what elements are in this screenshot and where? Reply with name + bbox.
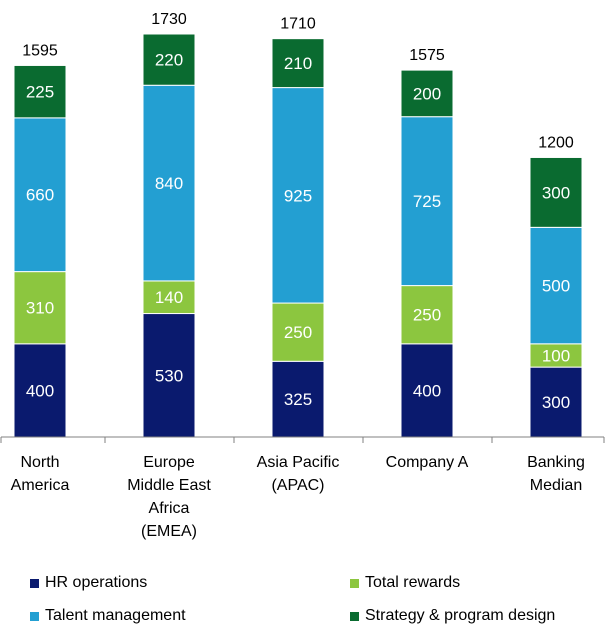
segment-value-label: 100 [542, 346, 570, 365]
segment-value-label: 725 [413, 192, 441, 211]
legend-item-total-rewards: Total rewards [350, 574, 460, 592]
segment-value-label: 660 [26, 186, 54, 205]
stacked-bar-chart: 400 310 660 225 1595 North America 530 140 840 220… [0, 11, 605, 540]
legend-swatch [350, 611, 359, 621]
legend-swatch [30, 578, 39, 588]
bar-segment [529, 226, 583, 345]
legend-label: Talent management [45, 607, 186, 624]
segment-value-label: 140 [155, 288, 183, 307]
segment-value-label: 300 [542, 183, 570, 202]
segment-value-label: 250 [413, 306, 441, 325]
segment-value-label: 250 [284, 323, 312, 342]
bar-segment [271, 302, 325, 362]
bar-segment [529, 156, 583, 228]
category-label: Company A [386, 454, 469, 471]
legend-item-hr-operations: HR operations [30, 574, 147, 592]
bar-segment [271, 38, 325, 89]
segment-value-label: 310 [26, 299, 54, 318]
segment-value-label: 225 [26, 83, 54, 102]
segment-value-label: 400 [26, 381, 54, 400]
bar-segment [142, 280, 196, 315]
legend: HR operations Total rewards Talent manag… [0, 566, 605, 636]
bar-segment [13, 64, 67, 119]
category-label: Banking Median [527, 454, 585, 494]
category-label: Europe Middle East Africa (EMEA) [127, 454, 211, 540]
segment-value-label: 325 [284, 390, 312, 409]
legend-swatch [30, 611, 39, 621]
bar-segment [400, 69, 454, 118]
segment-value-label: 210 [284, 54, 312, 73]
total-value-label: 1730 [151, 11, 187, 28]
segment-value-label: 925 [284, 186, 312, 205]
bar-segment [400, 116, 454, 287]
segment-value-label: 840 [155, 174, 183, 193]
legend-label: Total rewards [365, 574, 461, 591]
segment-value-label: 530 [155, 366, 183, 385]
bar-segment [13, 343, 67, 438]
x-axis [0, 436, 605, 443]
labels-layer: 400 310 660 225 1595 North America 530 140 840 220… [11, 11, 585, 540]
bar-segment [529, 366, 583, 438]
bars-layer [13, 33, 583, 438]
total-value-label: 1200 [538, 134, 574, 151]
segment-value-label: 220 [155, 51, 183, 70]
category-label: North America [11, 454, 70, 494]
segment-value-label: 400 [413, 381, 441, 400]
total-value-label: 1710 [280, 16, 316, 33]
total-value-label: 1575 [409, 47, 445, 64]
segment-value-label: 200 [413, 84, 441, 103]
legend-item-strategy-program-design: Strategy & program design [350, 607, 555, 625]
segment-value-label: 300 [542, 393, 570, 412]
legend-item-talent-management: Talent management [30, 607, 186, 625]
bar-segment [271, 87, 325, 304]
legend-swatch [350, 578, 359, 588]
bar-segment [142, 84, 196, 282]
bar-segment [13, 271, 67, 345]
category-label: Asia Pacific (APAC) [257, 454, 340, 494]
segment-value-label: 500 [542, 277, 570, 296]
legend-label: HR operations [45, 574, 148, 591]
legend-label: Strategy & program design [365, 607, 556, 624]
bar-segment [142, 313, 196, 438]
total-value-label: 1595 [22, 42, 58, 59]
bar-segment [142, 33, 196, 86]
